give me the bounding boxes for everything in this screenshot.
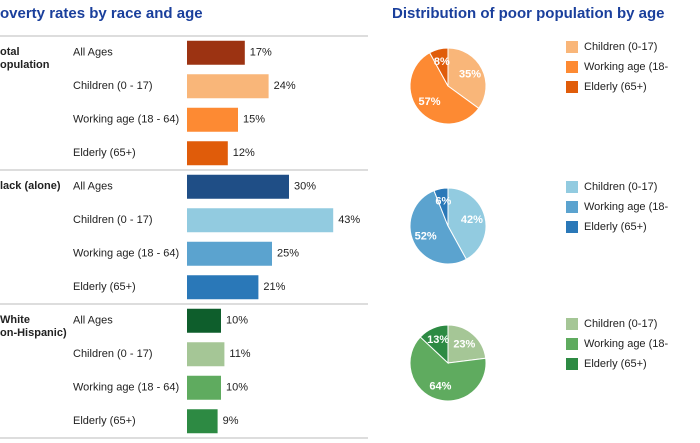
category-label: Elderly (65+) [73, 147, 136, 159]
legend-label: Elderly (65+) [584, 81, 647, 93]
value-label: 24% [274, 80, 296, 92]
category-label: Children (0 - 17) [73, 214, 152, 226]
group-label: on-Hispanic) [0, 327, 67, 339]
category-label: Working age (18 - 64) [73, 248, 179, 260]
legend-label: Working age (18- [584, 61, 669, 73]
pie-slice [419, 324, 449, 365]
slice-label: 13% [427, 334, 449, 346]
legend-swatch [566, 61, 578, 73]
legend-label: Children (0-17) [584, 318, 657, 330]
value-label: 43% [338, 214, 360, 226]
value-label: 9% [223, 415, 239, 427]
group-label: opulation [0, 59, 50, 71]
slice-label: 52% [415, 230, 437, 242]
bar [187, 375, 221, 400]
value-label: 12% [233, 147, 255, 159]
legend-swatch [566, 221, 578, 233]
bar [187, 308, 221, 333]
legend-label: Children (0-17) [584, 181, 657, 193]
slice-label: 64% [429, 380, 451, 392]
category-label: Working age (18 - 64) [73, 114, 179, 126]
category-label: Children (0 - 17) [73, 348, 152, 360]
legend-swatch [566, 41, 578, 53]
category-label: Elderly (65+) [73, 415, 136, 427]
bar [187, 107, 238, 132]
slice-label: 42% [461, 214, 483, 226]
pie-slice [447, 47, 487, 110]
pie-slice [409, 190, 467, 265]
legend-swatch [566, 201, 578, 213]
group-label: otal [0, 46, 20, 58]
category-label: All Ages [73, 47, 113, 59]
category-label: All Ages [73, 181, 113, 193]
slice-label: 23% [453, 338, 475, 350]
category-label: Elderly (65+) [73, 281, 136, 293]
legend-swatch [566, 358, 578, 370]
legend-swatch [566, 181, 578, 193]
chart-title: Distribution of poor population by age [392, 5, 664, 22]
chart-title: overty rates by race and age [0, 5, 203, 22]
legend-label: Children (0-17) [584, 41, 657, 53]
category-label: All Ages [73, 315, 113, 327]
value-label: 15% [243, 114, 265, 126]
pie-slice [447, 187, 487, 260]
slice-label: 35% [459, 69, 481, 81]
pie-slice [433, 187, 449, 227]
value-label: 11% [229, 348, 250, 360]
slice-label: 57% [418, 96, 440, 108]
value-label: 21% [263, 281, 285, 293]
pie-slice [447, 324, 487, 364]
category-label: Working age (18 - 64) [73, 382, 179, 394]
bar [187, 241, 272, 266]
pie-slice [429, 47, 449, 87]
legend-label: Elderly (65+) [584, 358, 647, 370]
bar [187, 208, 334, 233]
value-label: 17% [250, 47, 272, 59]
bar [187, 409, 218, 434]
bar [187, 174, 289, 199]
group-label: White [0, 314, 30, 326]
slice-label: 8% [434, 56, 450, 68]
legend-label: Working age (18- [584, 338, 669, 350]
value-label: 25% [277, 248, 299, 260]
value-label: 30% [294, 181, 316, 193]
bar [187, 275, 259, 300]
legend-label: Working age (18- [584, 201, 669, 213]
category-label: Children (0 - 17) [73, 80, 152, 92]
bar [187, 141, 228, 166]
bar [187, 342, 225, 367]
legend-swatch [566, 81, 578, 93]
bar [187, 40, 245, 65]
legend-swatch [566, 338, 578, 350]
legend-swatch [566, 318, 578, 330]
pie-slice [409, 336, 487, 402]
pie-slice [409, 52, 480, 125]
legend-label: Elderly (65+) [584, 221, 647, 233]
slice-label: 6% [435, 196, 451, 208]
group-label: lack (alone) [0, 180, 61, 192]
bar [187, 74, 269, 99]
value-label: 10% [226, 315, 248, 327]
value-label: 10% [226, 382, 248, 394]
